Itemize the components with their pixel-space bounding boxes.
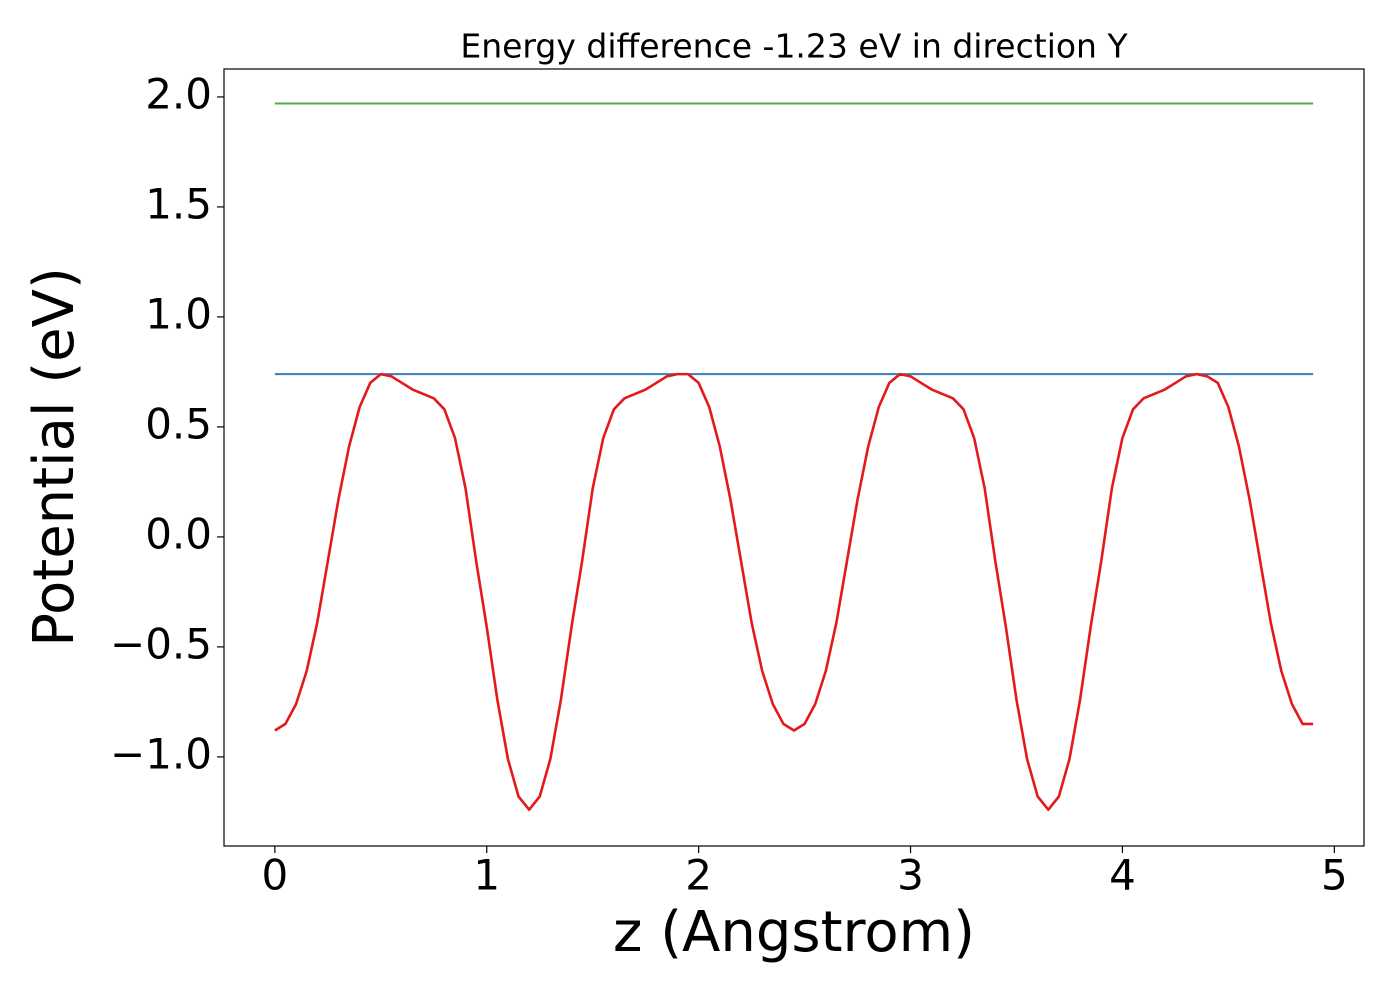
plot-frame — [223, 68, 1365, 847]
y-tick-label: 2.0 — [145, 69, 212, 118]
x-tick-label: 2 — [685, 851, 712, 900]
x-tick-label: 4 — [1109, 851, 1136, 900]
y-tick-label: 0.0 — [145, 509, 212, 558]
x-tick-label: 0 — [261, 851, 288, 900]
x-axis-label: z (Angstrom) — [613, 900, 975, 965]
x-tick-label: 3 — [897, 851, 924, 900]
y-axis-label: Potential (eV) — [22, 267, 87, 647]
x-tick-label: 1 — [473, 851, 500, 900]
chart-title: Energy difference -1.23 eV in direction … — [460, 27, 1128, 66]
x-tick-label: 5 — [1321, 851, 1348, 900]
y-tick-label: 1.0 — [145, 289, 212, 338]
y-tick-label: −1.0 — [110, 729, 212, 778]
y-tick-label: 1.5 — [145, 179, 212, 228]
y-tick-label: −0.5 — [110, 619, 212, 668]
y-tick-label: 0.5 — [145, 399, 212, 448]
data-line — [274, 372, 1314, 811]
